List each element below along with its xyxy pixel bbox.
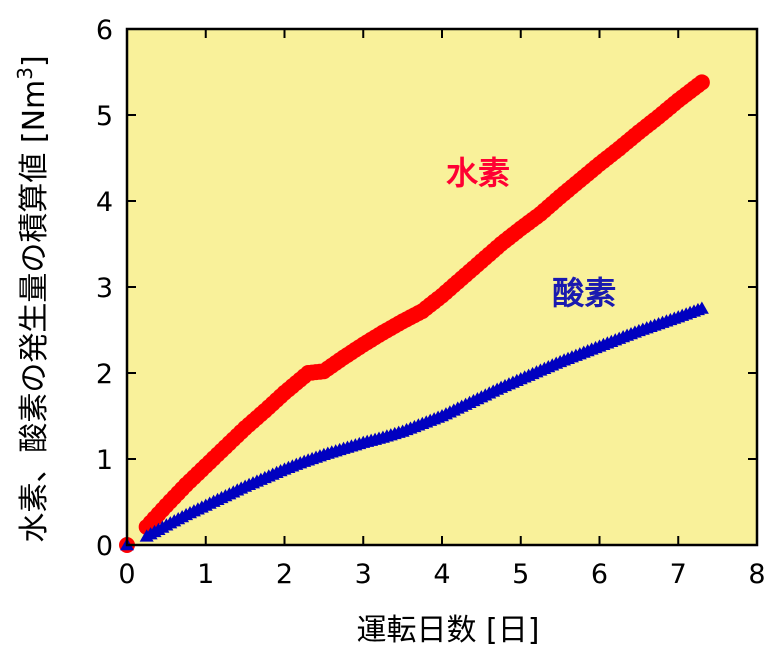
y-tick-label: 0: [96, 531, 113, 562]
x-tick-label: 7: [670, 559, 687, 590]
x-tick-label: 8: [748, 559, 765, 590]
x-tick-label: 3: [355, 559, 372, 590]
oxygen-series: [120, 301, 709, 551]
x-axis-label: 運転日数 [日]: [357, 613, 540, 648]
x-tick-label: 6: [591, 559, 608, 590]
y-tick-label: 5: [96, 101, 113, 132]
hydrogen-label: 水素: [446, 154, 510, 192]
hydrogen-series: [119, 74, 710, 553]
plot-frame: [125, 27, 759, 547]
oxygen-point: [694, 301, 709, 314]
y-axis-label: 水素、酸素の発生量の積算値 [Nm3]: [13, 55, 52, 542]
oxygen-label: 酸素: [552, 274, 616, 312]
x-tick-label: 4: [433, 559, 450, 590]
hydrogen-point: [693, 74, 710, 91]
x-tick-label: 2: [276, 559, 293, 590]
y-tick-label: 3: [96, 273, 113, 304]
x-tick-label: 0: [118, 559, 135, 590]
y-tick-label: 2: [96, 359, 113, 390]
y-tick-label: 6: [96, 15, 113, 46]
x-tick-label: 1: [197, 559, 214, 590]
y-tick-label: 4: [96, 187, 113, 218]
y-axis-label-sup: 3: [13, 67, 37, 80]
y-axis-label-main: 水素、酸素の発生量の積算値 [Nm: [17, 80, 52, 543]
y-axis-label-close: ]: [17, 55, 52, 67]
x-tick-label: 5: [512, 559, 529, 590]
y-tick-label: 1: [96, 445, 113, 476]
